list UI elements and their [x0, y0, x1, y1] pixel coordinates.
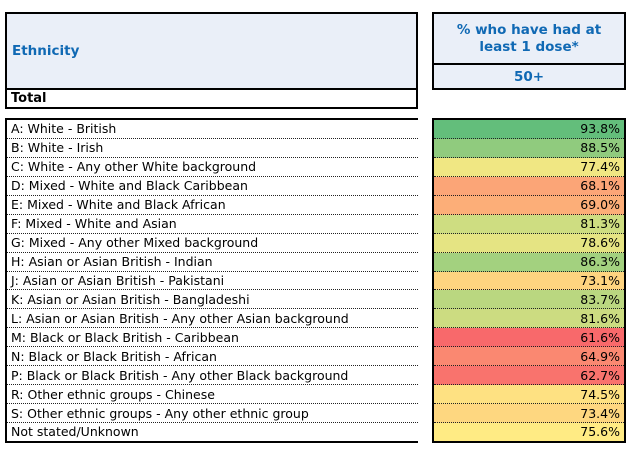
ethnicity-label: D: Mixed - White and Black Caribbean [11, 178, 248, 194]
value-cell: 73.4% [434, 404, 624, 423]
table-row: D: Mixed - White and Black Caribbean [7, 177, 418, 196]
total-row: Total [5, 90, 418, 109]
total-label: Total [11, 91, 47, 106]
table-row: B: White - Irish [7, 139, 418, 158]
table-row: R: Other ethnic groups - Chinese [7, 385, 418, 405]
ethnicity-label: M: Black or Black British - Caribbean [11, 329, 239, 345]
table-row: L: Asian or Asian British - Any other As… [7, 309, 418, 329]
table-row: N: Black or Black British - African [7, 347, 418, 367]
table-row: C: White - Any other White background [7, 158, 418, 177]
value-cell: 78.6% [434, 233, 624, 253]
table-row: J: Asian or Asian British - Pakistani [7, 272, 418, 291]
ethnicity-label: K: Asian or Asian British - Bangladeshi [11, 291, 250, 307]
table-row: G: Mixed - Any other Mixed background [7, 234, 418, 253]
ethnicity-label: Not stated/Unknown [11, 424, 139, 440]
ethnicity-label-column: A: White - British B: White - Irish C: W… [5, 118, 418, 443]
value-cell: 88.5% [434, 138, 624, 158]
ethnicity-label: E: Mixed - White and Black African [11, 197, 226, 213]
value-header-title: % who have had at least 1 dose* [456, 21, 602, 55]
table-row: K: Asian or Asian British - Bangladeshi [7, 290, 418, 310]
table-row: P: Black or Black British - Any other Bl… [7, 366, 418, 386]
table-row: M: Black or Black British - Caribbean [7, 328, 418, 348]
value-cell: 86.3% [434, 252, 624, 272]
value-cell: 64.9% [434, 347, 624, 367]
ethnicity-header-box: Ethnicity [5, 12, 418, 90]
ethnicity-label: L: Asian or Asian British - Any other As… [11, 310, 349, 326]
table-row: A: White - British [7, 120, 418, 139]
value-cell: 73.1% [434, 271, 624, 291]
ethnicity-label: S: Other ethnic groups - Any other ethni… [11, 405, 309, 421]
table-row: H: Asian or Asian British - Indian [7, 253, 418, 272]
value-cell: 81.6% [434, 309, 624, 329]
value-cell: 61.6% [434, 328, 624, 348]
value-header-box: % who have had at least 1 dose* 50+ [432, 12, 626, 90]
age-group-cell: 50+ [513, 68, 545, 85]
table-row: Not stated/Unknown [7, 423, 418, 441]
table-row: F: Mixed - White and Asian [7, 215, 418, 234]
ethnicity-label: C: White - Any other White background [11, 159, 257, 175]
value-cell: 93.8% [434, 120, 624, 139]
ethnicity-label: F: Mixed - White and Asian [11, 216, 177, 232]
ethnicity-label: N: Black or Black British - African [11, 348, 217, 364]
value-header-title-cell: % who have had at least 1 dose* [434, 14, 624, 65]
ethnicity-label: R: Other ethnic groups - Chinese [11, 386, 215, 402]
value-cell: 75.6% [434, 423, 624, 441]
value-column: 93.8% 88.5% 77.4% 68.1% 69.0% 81.3% 78.6… [432, 118, 626, 443]
ethnicity-label: A: White - British [11, 121, 117, 137]
value-cell: 83.7% [434, 290, 624, 310]
value-cell: 81.3% [434, 214, 624, 234]
value-cell: 69.0% [434, 195, 624, 215]
ethnicity-label: H: Asian or Asian British - Indian [11, 254, 213, 270]
table-row: S: Other ethnic groups - Any other ethni… [7, 404, 418, 423]
value-cell: 74.5% [434, 385, 624, 405]
ethnicity-label: G: Mixed - Any other Mixed background [11, 235, 259, 251]
ethnicity-header-label: Ethnicity [12, 43, 80, 59]
ethnicity-label: J: Asian or Asian British - Pakistani [11, 272, 225, 288]
table-row: E: Mixed - White and Black African [7, 196, 418, 215]
value-cell: 77.4% [434, 157, 624, 177]
value-cell: 68.1% [434, 176, 624, 196]
value-cell: 62.7% [434, 366, 624, 386]
ethnicity-label: P: Black or Black British - Any other Bl… [11, 367, 349, 383]
ethnicity-label: B: White - Irish [11, 140, 104, 156]
